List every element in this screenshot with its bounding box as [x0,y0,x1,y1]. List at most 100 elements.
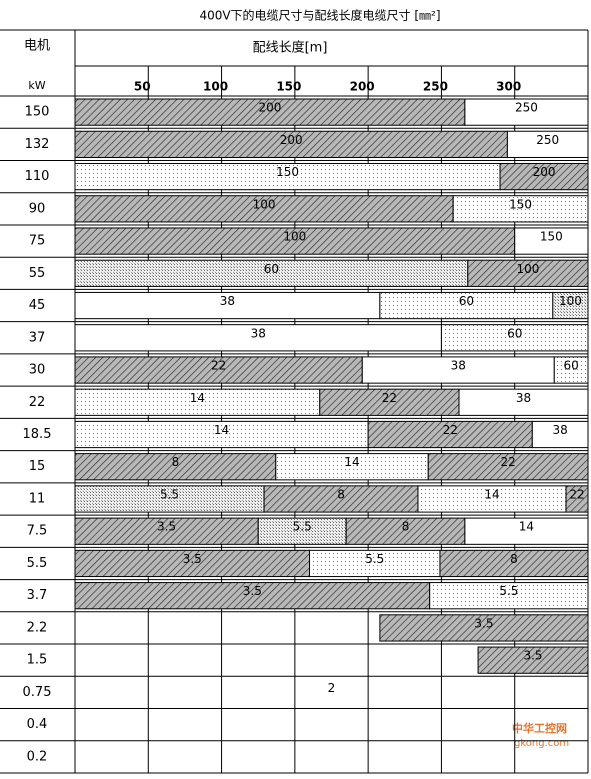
row-label: 37 [29,330,46,345]
size-label: 8 [337,487,345,501]
size-label: 14 [214,423,229,437]
size-label: 250 [536,133,559,147]
row-label: 7.5 [27,524,48,539]
size-label: 3.5 [243,584,262,598]
size-label: 200 [280,133,303,147]
size-label: 22 [569,487,584,501]
range-bar [467,259,589,287]
range-bar [275,453,429,481]
range-bar [464,517,589,545]
size-label: 22 [500,455,515,469]
range-bar [367,420,533,449]
size-label: 100 [559,294,582,308]
size-label: 3.5 [523,649,542,663]
size-label: 150 [540,230,563,244]
size-label: 38 [220,294,235,308]
range-bar [309,549,441,578]
range-bar [345,517,466,545]
range-bar [74,517,259,545]
range-bar [439,549,589,578]
range-bar [429,582,589,610]
size-label: 22 [443,423,458,437]
row-header: 电机 [24,39,50,54]
watermark-text: gkong.com [514,738,569,749]
range-bar [477,646,589,674]
range-bar [417,485,567,513]
size-label: 38 [251,326,266,340]
size-label: 200 [258,101,281,115]
range-bar [74,549,311,578]
size-label: 150 [509,197,532,211]
size-label: 14 [484,487,499,501]
size-label: 5.5 [160,487,179,501]
size-label: 5.5 [293,520,312,534]
row-label: 55 [29,266,46,281]
x-tick-label: 200 [350,80,375,94]
size-label: 38 [516,391,531,405]
range-bar [74,291,381,320]
row-label: 18.5 [23,427,52,442]
range-bar [74,130,508,158]
size-label: 100 [283,230,306,244]
watermark-text: 中华工控网 [512,721,567,735]
range-bar [74,324,442,352]
x-tick-label: 250 [423,80,448,94]
range-bar [74,388,321,416]
x-axis-title: 配线长度[m] [253,40,328,56]
size-label: 100 [253,197,276,211]
size-label: 38 [451,359,466,373]
range-bar [506,130,589,158]
size-label: 200 [533,165,556,179]
size-label: 100 [516,262,539,276]
size-label: 60 [564,359,579,373]
size-label: 8 [402,520,410,534]
row-label: 1.5 [27,653,48,668]
watermark: 中华工控网 gkong.com [512,721,569,749]
row-label: 0.4 [27,717,48,732]
size-label: 250 [515,101,538,115]
size-label: 5.5 [365,552,384,566]
range-bar [74,162,501,191]
range-bar [74,227,516,255]
row-label: 15 [29,459,46,474]
range-bar [74,453,277,481]
size-label: 3.5 [157,520,176,534]
range-bar [74,195,454,223]
range-bar [499,162,589,191]
size-label: 150 [276,165,299,179]
size-label: 5.5 [499,584,518,598]
range-bar [552,291,589,320]
x-tick-label: 300 [496,80,521,94]
x-tick-label: 150 [276,80,301,94]
range-bar [565,485,589,513]
range-bar [74,259,469,287]
range-bar [427,453,589,481]
size-label: 38 [553,423,568,437]
row-label: 0.75 [23,685,52,700]
size-label: 2 [328,681,336,695]
row-label: 75 [29,234,46,249]
range-bar [361,356,555,384]
range-bar [531,420,589,449]
range-bar [440,324,589,352]
row-label: 22 [29,395,46,410]
unit-header: kW [28,79,45,92]
row-label: 110 [25,169,50,184]
row-label: 150 [25,105,50,120]
size-label: 14 [344,455,359,469]
row-label: 5.5 [27,556,48,571]
row-label: 90 [29,201,46,216]
row-label: 11 [29,491,46,506]
range-bar [464,98,589,126]
row-label: 30 [29,363,46,378]
range-bar [74,420,369,449]
size-label: 14 [519,520,534,534]
row-label: 45 [29,298,46,313]
size-label: 3.5 [474,616,493,630]
size-label: 60 [459,294,474,308]
x-tick-label: 50 [134,80,151,94]
range-bar [553,356,589,384]
range-bar [514,227,589,255]
row-label: 3.7 [27,588,48,603]
